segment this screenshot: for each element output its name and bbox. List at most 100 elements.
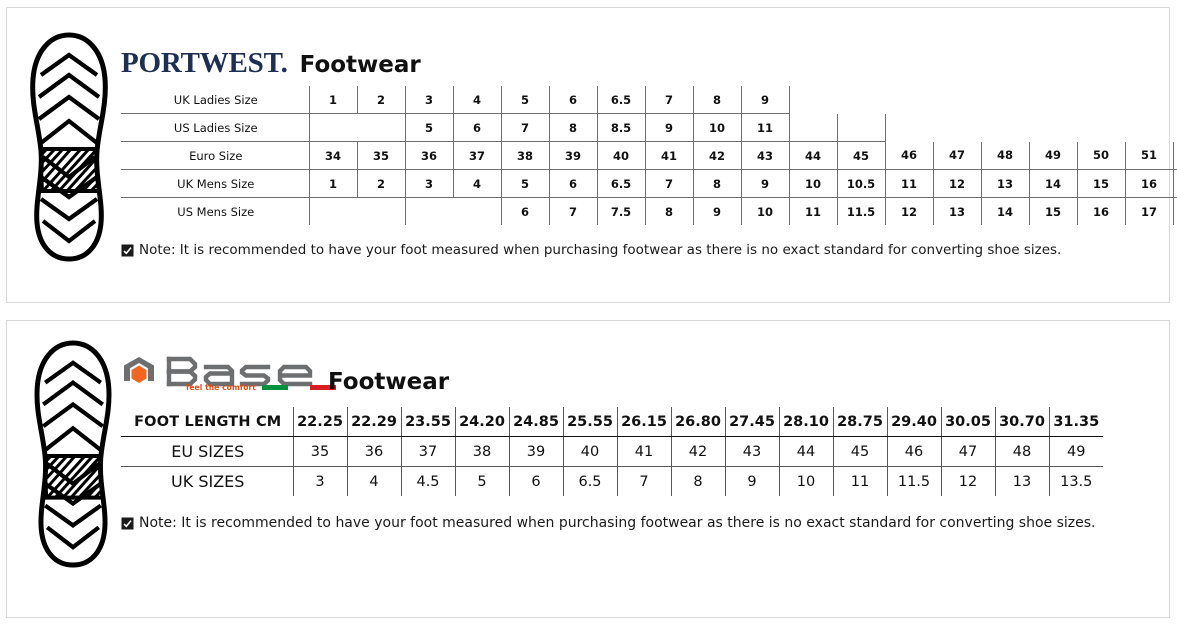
cell: 12 — [941, 466, 996, 496]
cell — [1173, 86, 1177, 114]
cell: 10 — [779, 466, 834, 496]
cell: 39 — [549, 141, 598, 170]
cell: 8 — [693, 86, 742, 114]
cell: 10 — [741, 197, 790, 225]
cell: 7 — [549, 197, 598, 225]
cell: 7 — [645, 169, 694, 198]
shoe-sole-icon — [27, 31, 111, 268]
cell: 13 — [981, 169, 1030, 198]
portwest-subtitle: Footwear — [299, 52, 421, 78]
cell: 7.5 — [597, 197, 646, 225]
cell: 5 — [404, 113, 454, 142]
cell: 24.85 — [509, 407, 564, 437]
cell — [1173, 114, 1177, 142]
cell — [1029, 114, 1077, 142]
note-text: Note: It is recommended to have your foo… — [139, 242, 1062, 258]
cell: 9 — [741, 169, 790, 198]
cell: 3 — [405, 169, 454, 198]
cell: 45 — [837, 141, 886, 170]
cell: 10.5 — [837, 169, 886, 198]
cell: 8 — [671, 466, 726, 496]
base-wordmark-block: feel the comfort — [164, 355, 336, 393]
cell — [357, 198, 405, 226]
cell: 7 — [501, 113, 550, 142]
cell: 3 — [405, 86, 454, 114]
row-label: EU SIZES — [121, 436, 293, 467]
flag-green-bar — [261, 385, 288, 390]
note-checkbox-icon — [121, 517, 134, 535]
cell: 22.25 — [292, 407, 348, 437]
cell — [885, 86, 933, 114]
cell — [453, 197, 502, 225]
cell: 26.80 — [671, 407, 726, 437]
cell — [836, 113, 886, 142]
cell: 42 — [693, 141, 742, 170]
row-label: US Mens Size — [177, 204, 255, 219]
table-row: UK SIZES 3 4 4.5 5 6 6.5 7 8 9 10 11 11.… — [121, 466, 1103, 496]
cell: 31.35 — [1049, 407, 1103, 437]
cell: 36 — [347, 436, 402, 467]
cell: 6 — [549, 86, 598, 114]
note-row: Note: It is recommended to have your foo… — [121, 242, 1157, 262]
base-wordmark — [164, 355, 316, 393]
cell: 45 — [833, 436, 888, 467]
cell: 5 — [455, 466, 510, 496]
flag-red-bar — [309, 385, 336, 390]
cell: 14 — [981, 197, 1030, 225]
cell: 8 — [693, 169, 742, 198]
cell: 18 — [1173, 198, 1177, 226]
cell: 37 — [453, 141, 502, 170]
cell: 43 — [741, 141, 790, 170]
table-row: US Ladies Size 5 6 7 8 8.5 9 10 11 — [121, 113, 1177, 142]
cell: 7 — [617, 466, 672, 496]
cell: 6.5 — [563, 466, 618, 496]
cell: 16 — [1125, 169, 1174, 198]
base-content: feel the comfort Footwear — [121, 351, 1157, 535]
cell: 25.55 — [563, 407, 618, 437]
table-row: UK Mens Size 1 2 3 4 5 6 6.5 7 8 9 10 10… — [121, 169, 1177, 198]
cell — [933, 86, 981, 114]
cell — [1077, 114, 1125, 142]
cell: 43 — [725, 436, 780, 467]
cell: 37 — [401, 436, 456, 467]
cell — [308, 197, 357, 225]
cell: 10 — [789, 169, 838, 198]
base-subtitle: Footwear — [328, 369, 450, 395]
cell: 38 — [455, 436, 510, 467]
cell: 6 — [453, 113, 502, 142]
cell: 11.5 — [887, 466, 942, 496]
cell: 48 — [995, 436, 1050, 467]
cell — [981, 114, 1029, 142]
cell: 8.5 — [597, 113, 646, 142]
cell: 4 — [347, 466, 402, 496]
cell: 14 — [1029, 169, 1078, 198]
cell — [357, 113, 405, 142]
row-label: Euro Size — [121, 141, 309, 170]
cell — [837, 86, 885, 114]
cell: 15 — [1077, 169, 1126, 198]
cell: 15 — [1029, 197, 1078, 225]
cell: 5 — [501, 169, 550, 198]
cell — [789, 113, 837, 142]
base-logo: feel the comfort — [121, 355, 336, 393]
cell: 49 — [1049, 436, 1103, 467]
cell: 2 — [357, 169, 406, 198]
cell: 35 — [357, 141, 406, 170]
note-checkbox-icon — [121, 244, 134, 262]
cell — [933, 114, 981, 142]
portwest-brand-row: PORTWEST. Footwear — [121, 34, 1157, 78]
cell: 24.20 — [455, 407, 510, 437]
cell: 28.75 — [833, 407, 888, 437]
note-row: Note: It is recommended to have your foo… — [121, 515, 1157, 535]
cell: 11 — [833, 466, 888, 496]
cell: 51 — [1125, 141, 1174, 170]
cell: 6 — [549, 169, 598, 198]
cell: 4.5 — [401, 466, 456, 496]
cell: 52 — [1173, 141, 1177, 170]
cell: 17 — [1125, 197, 1174, 225]
cell — [1077, 86, 1125, 114]
cell: 13.5 — [1060, 473, 1093, 490]
cell: 41 — [645, 141, 694, 170]
table-row: Euro Size 34 35 36 37 38 39 40 41 42 43 … — [121, 141, 1177, 170]
